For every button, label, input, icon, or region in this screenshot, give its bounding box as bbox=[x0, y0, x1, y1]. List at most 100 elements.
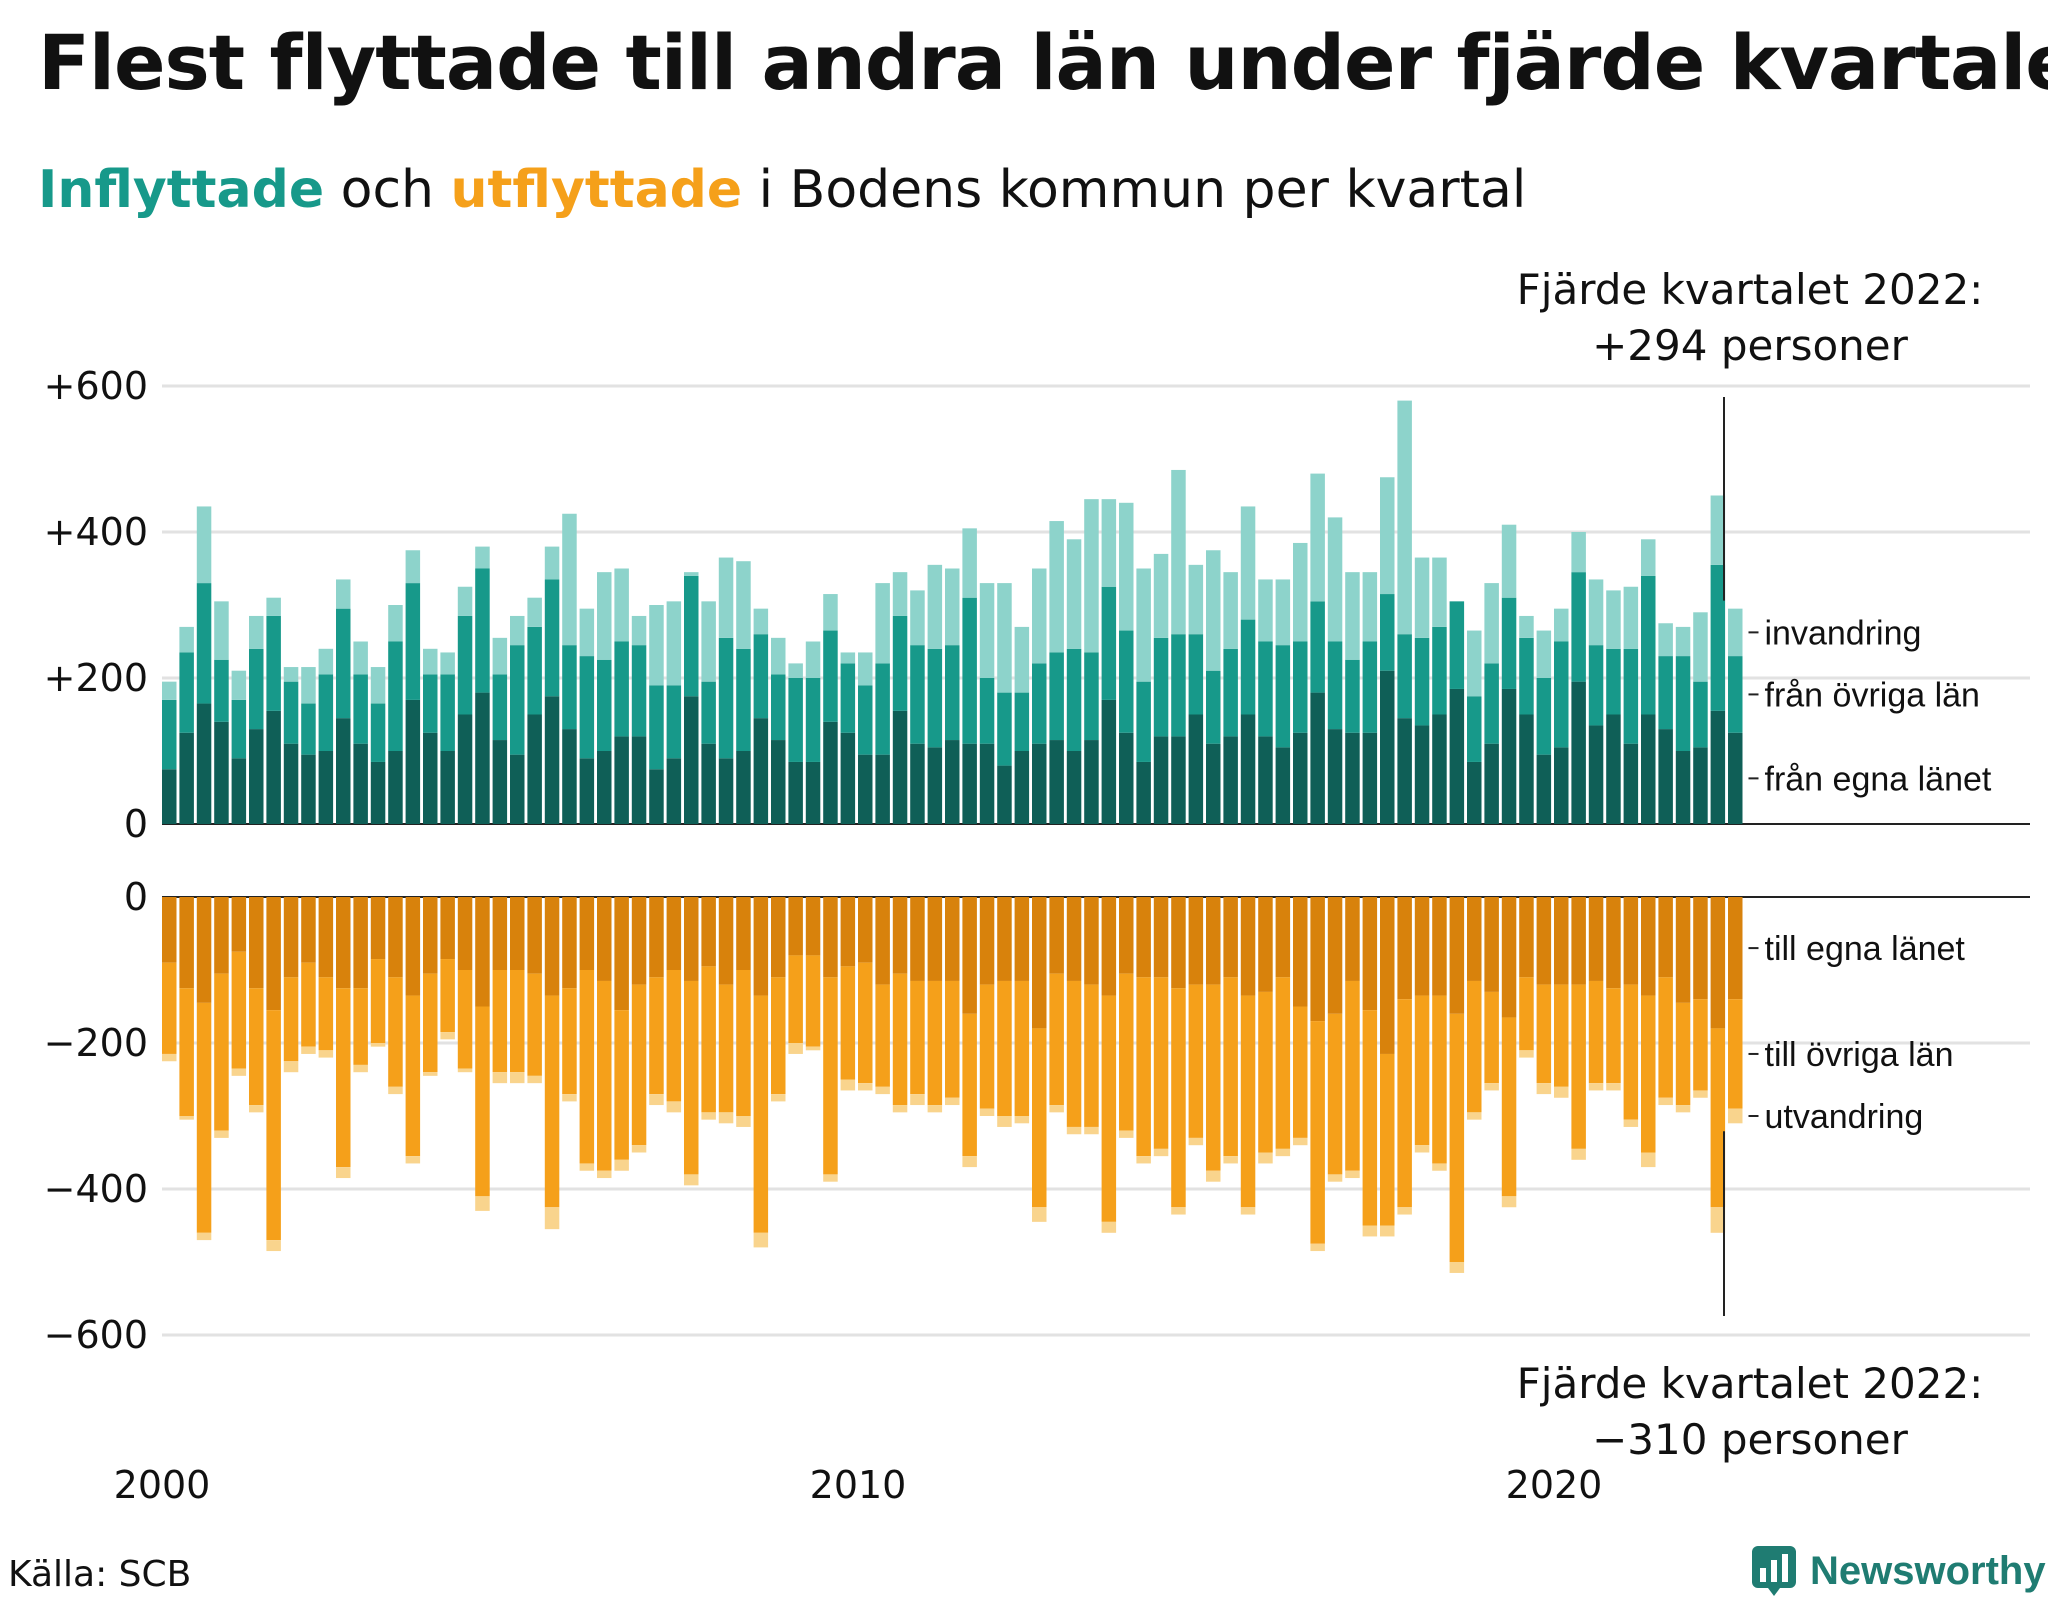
bar-out-utvandring bbox=[249, 1105, 264, 1113]
bar-in-ovriga bbox=[475, 568, 490, 693]
bar-in-ovriga bbox=[979, 678, 995, 744]
bar-in-egna bbox=[614, 736, 629, 824]
bar-in-ovriga bbox=[162, 699, 177, 770]
bar-in-invandring bbox=[1380, 477, 1395, 595]
bar-in-invandring bbox=[979, 583, 995, 678]
bar-in-ovriga bbox=[179, 652, 194, 733]
y-tick-label-top: +200 bbox=[44, 656, 148, 700]
bar-in-ovriga bbox=[1240, 619, 1256, 715]
bar-out-egna bbox=[266, 897, 281, 1011]
bar-out-ovriga bbox=[283, 977, 299, 1062]
bar-out-egna bbox=[1153, 897, 1169, 978]
bar-out-egna bbox=[1345, 897, 1360, 981]
bar-in-egna bbox=[214, 721, 229, 824]
bar-out-ovriga bbox=[1206, 984, 1221, 1171]
bar-in-egna bbox=[579, 758, 595, 824]
bar-out-egna bbox=[875, 897, 890, 985]
bar-in-ovriga bbox=[1397, 634, 1412, 719]
bar-in-egna bbox=[405, 699, 421, 824]
bar-out-utvandring bbox=[666, 1101, 682, 1113]
bar-out-utvandring bbox=[1066, 1126, 1082, 1135]
bar-out-egna bbox=[631, 897, 647, 985]
bar-out-utvandring bbox=[614, 1159, 629, 1171]
bar-in-invandring bbox=[579, 608, 595, 657]
bar-in-ovriga bbox=[1188, 634, 1204, 715]
bar-in-ovriga bbox=[301, 703, 316, 755]
series-label-out-0: till egna länet bbox=[1765, 930, 1966, 968]
bar-in-egna bbox=[631, 736, 647, 824]
bar-in-ovriga bbox=[1153, 637, 1169, 737]
bar-out-ovriga bbox=[231, 951, 247, 1069]
bar-out-ovriga bbox=[997, 980, 1012, 1116]
bar-in-invandring bbox=[1171, 469, 1186, 635]
brand-logo: Newsworthy bbox=[1752, 1546, 2046, 1596]
bar-out-ovriga bbox=[823, 977, 838, 1175]
annotation-bottom: Fjärde kvartalet 2022: −310 personer bbox=[1500, 1356, 2000, 1468]
bar-out-utvandring bbox=[1693, 1090, 1708, 1098]
bar-in-egna bbox=[283, 743, 299, 824]
bar-in-ovriga bbox=[997, 692, 1012, 766]
bar-out-ovriga bbox=[927, 980, 943, 1106]
bar-in-ovriga bbox=[1049, 652, 1064, 741]
bar-out-utvandring bbox=[1119, 1130, 1134, 1138]
bar-out-utvandring bbox=[1101, 1221, 1117, 1233]
bar-in-egna bbox=[1327, 729, 1343, 824]
bar-in-invandring bbox=[736, 561, 751, 649]
bar-in-egna bbox=[1049, 740, 1064, 824]
bar-out-egna bbox=[1501, 897, 1517, 1018]
bar-in-ovriga bbox=[736, 648, 751, 751]
bar-in-ovriga bbox=[649, 685, 664, 770]
bar-in-egna bbox=[979, 743, 995, 824]
bar-out-utvandring bbox=[1710, 1207, 1726, 1233]
bar-in-ovriga bbox=[1206, 670, 1221, 744]
bar-in-egna bbox=[805, 761, 821, 824]
bar-in-ovriga bbox=[1536, 678, 1552, 755]
bar-out-egna bbox=[423, 897, 438, 974]
bar-out-egna bbox=[997, 897, 1012, 981]
bar-out-egna bbox=[1066, 897, 1082, 981]
bar-out-egna bbox=[475, 897, 490, 1007]
bar-in-egna bbox=[1206, 743, 1221, 824]
bar-in-ovriga bbox=[1728, 656, 1743, 733]
bar-out-egna bbox=[1136, 897, 1151, 978]
bar-out-egna bbox=[1014, 897, 1030, 981]
x-tick-label: 2020 bbox=[1506, 1463, 1603, 1507]
bar-out-utvandring bbox=[1240, 1207, 1256, 1215]
bar-in-ovriga bbox=[1101, 586, 1117, 700]
bar-out-utvandring bbox=[266, 1240, 281, 1252]
bar-in-egna bbox=[788, 761, 803, 824]
subtitle-inflyttade: Inflyttade bbox=[38, 160, 325, 220]
bar-in-egna bbox=[1658, 729, 1673, 824]
bar-in-egna bbox=[892, 710, 908, 824]
bar-in-invandring bbox=[527, 597, 542, 627]
bar-in-egna bbox=[1449, 688, 1465, 824]
bar-in-egna bbox=[1397, 718, 1412, 824]
bar-in-egna bbox=[875, 754, 890, 824]
annotation-top: Fjärde kvartalet 2022: +294 personer bbox=[1500, 262, 2000, 374]
bar-out-egna bbox=[492, 897, 508, 970]
bar-in-ovriga bbox=[1223, 648, 1238, 737]
bar-out-utvandring bbox=[1327, 1174, 1343, 1182]
bar-in-invandring bbox=[1467, 630, 1482, 697]
bar-in-ovriga bbox=[840, 663, 856, 733]
bar-in-ovriga bbox=[231, 699, 247, 759]
bar-out-egna bbox=[1606, 897, 1621, 989]
bar-in-invandring bbox=[1501, 524, 1517, 598]
bar-out-egna bbox=[1293, 897, 1308, 1007]
bar-out-utvandring bbox=[1362, 1225, 1378, 1237]
bar-in-ovriga bbox=[1275, 645, 1291, 748]
bar-out-utvandring bbox=[1467, 1112, 1482, 1120]
bar-in-invandring bbox=[1484, 583, 1499, 664]
bar-in-egna bbox=[1554, 747, 1569, 824]
bar-out-egna bbox=[1536, 897, 1552, 985]
bar-out-ovriga bbox=[1032, 1028, 1047, 1208]
bar-out-ovriga bbox=[1710, 1028, 1726, 1208]
bar-out-egna bbox=[1188, 897, 1204, 985]
bar-out-utvandring bbox=[283, 1061, 299, 1073]
bar-out-ovriga bbox=[1066, 980, 1082, 1127]
bar-out-egna bbox=[666, 897, 682, 970]
bar-in-invandring bbox=[753, 608, 769, 635]
bar-out-egna bbox=[840, 897, 856, 967]
bar-out-egna bbox=[1554, 897, 1569, 985]
bar-in-egna bbox=[962, 743, 977, 824]
